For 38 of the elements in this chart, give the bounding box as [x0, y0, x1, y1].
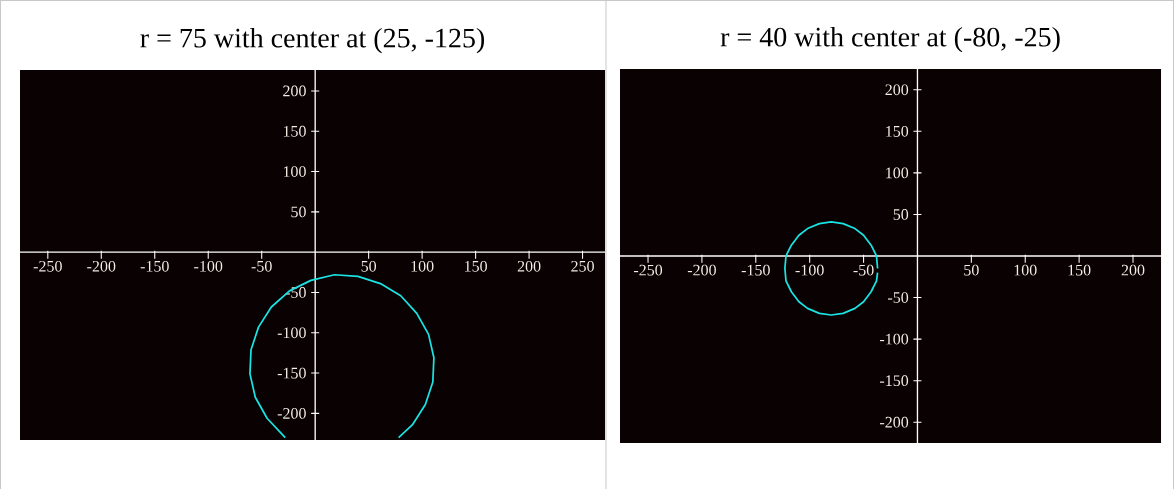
line-series: [249, 273, 435, 439]
x-tick-label: -150: [741, 264, 770, 276]
line-series: [784, 221, 879, 316]
x-tick-label: -250: [33, 260, 62, 272]
y-tick-label: 50: [291, 206, 306, 218]
x-tick-label: 200: [517, 260, 541, 272]
y-tick-label: -100: [880, 333, 909, 345]
x-tick-label: -200: [687, 264, 716, 276]
y-tick-label: 50: [893, 209, 909, 220]
y-tick-label: 200: [885, 84, 909, 96]
chart-title: r = 40 with center at (-80, -25): [720, 26, 1060, 53]
x-tick-label: 150: [465, 260, 487, 272]
y-tick-label: 150: [886, 125, 909, 137]
y-tick-label: 200: [283, 85, 306, 97]
x-tick-label: -50: [853, 264, 874, 276]
x-tick-label: 200: [1121, 264, 1145, 276]
x-tick-label: 100: [411, 260, 434, 272]
x-tick-label: -100: [795, 264, 824, 276]
x-tick-label: -250: [633, 264, 663, 276]
x-tick-label: 100: [1014, 264, 1037, 276]
y-tick-label: -200: [277, 408, 306, 419]
y-tick-label: 100: [283, 166, 306, 177]
y-tick-label: -200: [880, 416, 909, 428]
y-tick-label: -150: [880, 375, 909, 387]
x-tick-label: 250: [571, 260, 594, 272]
x-tick-label: -100: [194, 260, 223, 272]
y-tick-label: -100: [277, 327, 306, 339]
x-tick-label: -200: [87, 260, 116, 272]
x-tick-label: -150: [140, 260, 169, 272]
x-tick-label: 50: [361, 260, 377, 272]
x-tick-label: 50: [964, 264, 979, 276]
x-tick-label: 150: [1068, 264, 1091, 276]
y-tick-label: 150: [283, 125, 306, 137]
chart-title: r = 75 with center at (25, -125): [140, 27, 485, 54]
y-tick-label: -50: [888, 292, 909, 303]
y-tick-label: 100: [886, 167, 909, 179]
y-tick-label: -150: [277, 367, 306, 379]
x-tick-label: -50: [251, 260, 272, 272]
